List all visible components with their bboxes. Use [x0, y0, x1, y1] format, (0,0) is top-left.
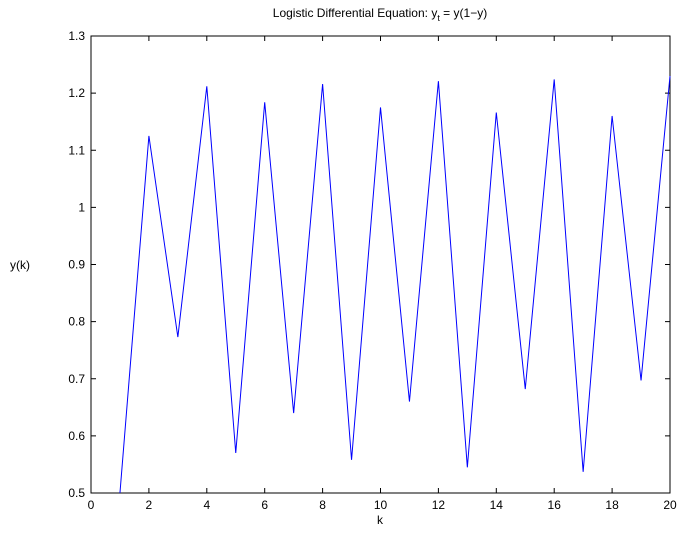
y-tick-label: 1.3	[68, 29, 85, 43]
x-axis-ticks: 0 2 4 6 8 10 12 14 16 18 20	[88, 36, 677, 512]
x-tick-label: 14	[490, 498, 504, 512]
y-axis-label: y(k)	[10, 258, 30, 272]
x-axis-label: k	[377, 513, 384, 527]
chart-title-text: Logistic Differential Equation:	[273, 6, 432, 20]
y-tick-label: 0.7	[68, 372, 85, 386]
chart-title-math-sub: t	[437, 13, 440, 23]
series-line	[119, 75, 671, 494]
y-tick-label: 1	[78, 200, 85, 214]
y-tick-label: 0.8	[68, 315, 85, 329]
x-tick-label: 18	[605, 498, 619, 512]
x-tick-label: 20	[663, 498, 677, 512]
x-tick-label: 10	[374, 498, 388, 512]
x-tick-label: 0	[88, 498, 95, 512]
y-tick-label: 0.6	[68, 429, 85, 443]
x-tick-label: 8	[319, 498, 326, 512]
y-tick-label: 1.2	[68, 86, 85, 100]
y-tick-label: 0.5	[68, 486, 85, 500]
x-tick-label: 12	[432, 498, 446, 512]
chart-title-math-lhs: y	[431, 6, 437, 20]
x-tick-label: 16	[548, 498, 562, 512]
chart-title: Logistic Differential Equation: yt = y(1…	[273, 6, 487, 23]
y-axis-ticks: 0.5 0.6 0.7 0.8 0.9 1 1.1 1.2 1.3	[68, 29, 670, 500]
x-tick-label: 4	[203, 498, 210, 512]
y-tick-label: 0.9	[68, 258, 85, 272]
x-tick-label: 6	[261, 498, 268, 512]
y-tick-label: 1.1	[68, 143, 85, 157]
chart-title-math-rhs: = y(1−y)	[440, 6, 487, 20]
x-tick-label: 2	[146, 498, 153, 512]
plot-area	[90, 35, 671, 494]
series-layer	[119, 75, 671, 494]
